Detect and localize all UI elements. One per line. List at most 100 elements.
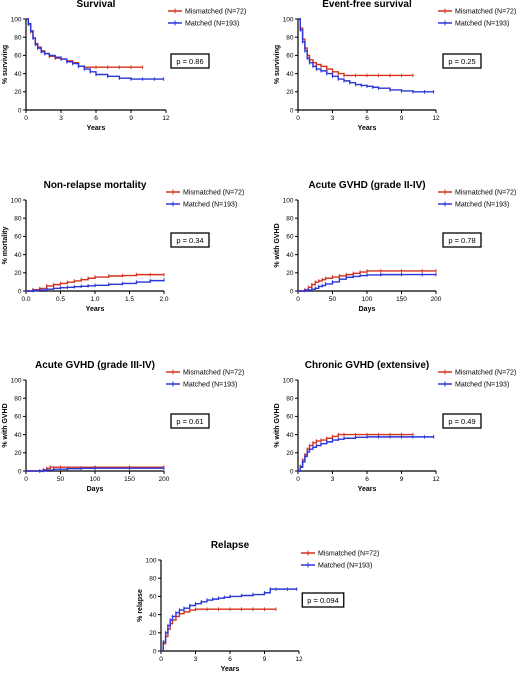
x-tick-label: 6 [365, 476, 369, 483]
y-tick-label: 60 [286, 414, 294, 421]
p-value: p = 0.86 [176, 57, 203, 66]
panel-title: Acute GVHD (grade III-IV) [35, 360, 155, 371]
x-tick-label: 3 [331, 476, 335, 483]
x-tick-label: 0 [296, 476, 300, 483]
y-tick-label: 100 [283, 197, 294, 204]
y-axis-label: % surviving [2, 45, 9, 84]
p-value: p = 0.49 [448, 417, 475, 426]
p-value: p = 0.34 [176, 236, 203, 245]
chart-panel-4: Acute GVHD (grade II-IV) 0 20 40 60 80 100 0 50 1… [274, 180, 516, 313]
chart-panel-2: Event-free survival 0 20 40 60 80 100 0 3 6 9 12 Yea… [274, 0, 516, 132]
x-tick-label: 12 [432, 476, 440, 483]
x-tick-label: 3 [59, 115, 63, 122]
legend-label: Mismatched (N=72) [455, 190, 516, 197]
y-tick-label: 0 [290, 107, 294, 114]
x-tick-label: 50 [57, 476, 65, 483]
y-tick-label: 80 [286, 396, 294, 403]
panel-title: Chronic GVHD (extensive) [305, 360, 429, 371]
chart-panel-7: Relapse 0 20 40 60 80 100 0 3 6 9 12 Years % relapse M… [137, 540, 379, 673]
legend-label: Matched (N=193) [183, 382, 237, 389]
x-tick-label: 0 [296, 296, 300, 303]
p-value: p = 0.61 [176, 417, 203, 426]
x-tick-label: 6 [365, 115, 369, 122]
y-axis-label: % relapse [137, 589, 144, 622]
x-tick-label: 0.5 [56, 296, 65, 303]
y-tick-label: 80 [14, 396, 22, 403]
y-tick-label: 0 [290, 288, 294, 295]
x-tick-label: 6 [94, 115, 98, 122]
y-tick-label: 100 [283, 377, 294, 384]
x-tick-label: 6 [228, 656, 232, 663]
series-line-mismatched [298, 433, 413, 472]
legend-label: Matched (N=193) [455, 21, 509, 28]
panel-title: Relapse [211, 540, 250, 551]
x-tick-label: 9 [263, 656, 267, 663]
y-tick-label: 60 [149, 594, 157, 601]
p-value-box [442, 232, 482, 248]
y-tick-label: 100 [11, 16, 22, 23]
x-tick-label: 0 [24, 476, 28, 483]
series-line-mismatched [26, 18, 143, 68]
x-tick-label: 0 [296, 115, 300, 122]
x-axis-label: Days [87, 486, 104, 493]
y-tick-label: 20 [149, 630, 157, 637]
series-line-matched [161, 588, 297, 652]
p-value-box [442, 413, 482, 429]
x-tick-label: 100 [362, 296, 373, 303]
chart-panel-6: Chronic GVHD (extensive) 0 20 40 60 80 100 0 3 6 9… [274, 360, 516, 493]
x-tick-label: 12 [432, 115, 440, 122]
x-tick-label: 0.0 [21, 296, 30, 303]
legend-label: Matched (N=193) [455, 382, 509, 389]
y-tick-label: 40 [286, 432, 294, 439]
p-value: p = 0.25 [448, 57, 475, 66]
series-line-matched [298, 18, 434, 93]
y-tick-label: 0 [153, 648, 157, 655]
x-tick-label: 150 [396, 296, 407, 303]
legend-label: Mismatched (N=72) [185, 9, 246, 16]
legend-label: Mismatched (N=72) [455, 9, 516, 16]
x-tick-label: 200 [159, 476, 170, 483]
x-tick-label: 9 [400, 476, 404, 483]
x-tick-label: 3 [331, 115, 335, 122]
p-value-box [170, 53, 210, 69]
x-tick-label: 3 [194, 656, 198, 663]
legend-label: Mismatched (N=72) [183, 370, 244, 377]
y-tick-label: 80 [149, 576, 157, 583]
p-value-box [170, 232, 210, 248]
y-axis-label: % with GVHD [274, 403, 281, 447]
legend-label: Mismatched (N=72) [455, 370, 516, 377]
y-tick-label: 80 [14, 216, 22, 223]
x-tick-label: 12 [295, 656, 303, 663]
y-tick-label: 20 [286, 450, 294, 457]
legend-label: Mismatched (N=72) [318, 551, 379, 558]
y-tick-label: 40 [286, 252, 294, 259]
x-tick-label: 1.0 [90, 296, 99, 303]
y-tick-label: 0 [290, 468, 294, 475]
series-line-mismatched [161, 608, 276, 652]
chart-panel-1: Survival 0 20 40 60 80 100 0 3 6 9 12 Years % survivi… [2, 0, 246, 132]
x-tick-label: 100 [90, 476, 101, 483]
legend-label: Matched (N=193) [185, 21, 239, 28]
y-tick-label: 40 [14, 252, 22, 259]
y-axis-label: % with GVHD [274, 223, 281, 267]
y-tick-label: 80 [286, 216, 294, 223]
y-axis-label: % with GVHD [2, 403, 9, 447]
x-tick-label: 1.5 [125, 296, 134, 303]
p-value: p = 0.094 [307, 596, 339, 605]
y-tick-label: 100 [11, 377, 22, 384]
series-line-matched [298, 436, 434, 472]
y-tick-label: 60 [14, 414, 22, 421]
y-tick-label: 60 [14, 53, 22, 60]
y-axis-label: % surviving [274, 45, 281, 84]
y-tick-label: 20 [14, 270, 22, 277]
chart-panel-5: Acute GVHD (grade III-IV) 0 20 40 60 80 100 0 50… [2, 360, 244, 493]
y-tick-label: 100 [283, 16, 294, 23]
y-tick-label: 100 [11, 197, 22, 204]
x-axis-label: Years [358, 125, 377, 132]
x-tick-label: 2.0 [159, 296, 168, 303]
panel-title: Acute GVHD (grade II-IV) [308, 180, 425, 191]
x-axis-label: Years [87, 125, 106, 132]
x-axis-label: Years [221, 666, 240, 673]
p-value-box [170, 413, 210, 429]
y-tick-label: 0 [18, 107, 22, 114]
